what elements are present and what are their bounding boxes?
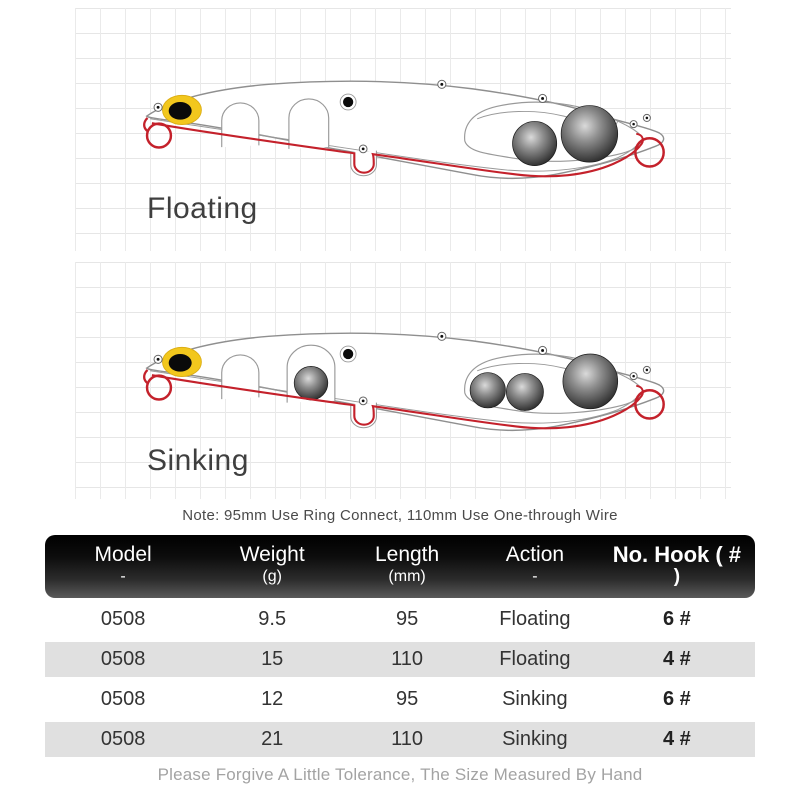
table-cell: 0508 [100, 648, 146, 670]
table-cell: 6 # [662, 608, 691, 630]
note-text: Note: 95mm Use Ring Connect, 110mm Use O… [182, 507, 618, 524]
table-cell: 0508 [100, 728, 146, 750]
table-cell: 0508 [100, 688, 146, 710]
table-row: 0508 21 110 Sinking 4 # [45, 722, 755, 757]
table-cell: 95 [395, 608, 419, 630]
table-cell: Floating [499, 608, 571, 630]
column-header-model: Model - [94, 543, 152, 585]
table-cell: 6 # [662, 688, 691, 710]
table-body: 0508 9.5 95 Floating 6 # 0508 15 110 Floating 4 #… [45, 602, 755, 762]
table-cell: 21 [261, 728, 284, 750]
table-cell: Sinking [502, 728, 568, 750]
sinking-diagram-panel: Sinking [75, 262, 731, 499]
table-cell: 95 [395, 688, 419, 710]
table-cell: Floating [499, 648, 571, 670]
footer-text: Please Forgive A Little Tolerance, The S… [157, 765, 643, 784]
sinking-lure-diagram [136, 324, 684, 459]
table-row: 0508 15 110 Floating 4 # [45, 642, 755, 677]
sinking-label: Sinking [147, 444, 249, 477]
column-header-action: Action - [505, 543, 565, 585]
table-cell: 0508 [100, 608, 146, 630]
table-cell: 15 [261, 648, 284, 670]
table-cell: 4 # [662, 728, 691, 750]
floating-label: Floating [147, 192, 258, 225]
table-cell: 12 [261, 688, 284, 710]
table-cell: 9.5 [258, 608, 287, 630]
table-row: 0508 12 95 Sinking 6 # [45, 682, 755, 717]
table-cell: Sinking [502, 688, 568, 710]
table-row: 0508 9.5 95 Floating 6 # [45, 602, 755, 637]
table-cell: 110 [391, 728, 424, 750]
floating-lure-diagram [136, 72, 684, 207]
column-header-length: Length (mm) [374, 543, 440, 585]
column-header-hook: No. Hook ( # ) [612, 542, 742, 587]
table-header: Model - Weight (g) Length (mm) Action - … [45, 535, 755, 598]
column-header-weight: Weight (g) [239, 543, 305, 585]
table-cell: 110 [391, 648, 424, 670]
floating-diagram-panel: Floating [75, 8, 731, 251]
table-cell: 4 # [662, 648, 691, 670]
